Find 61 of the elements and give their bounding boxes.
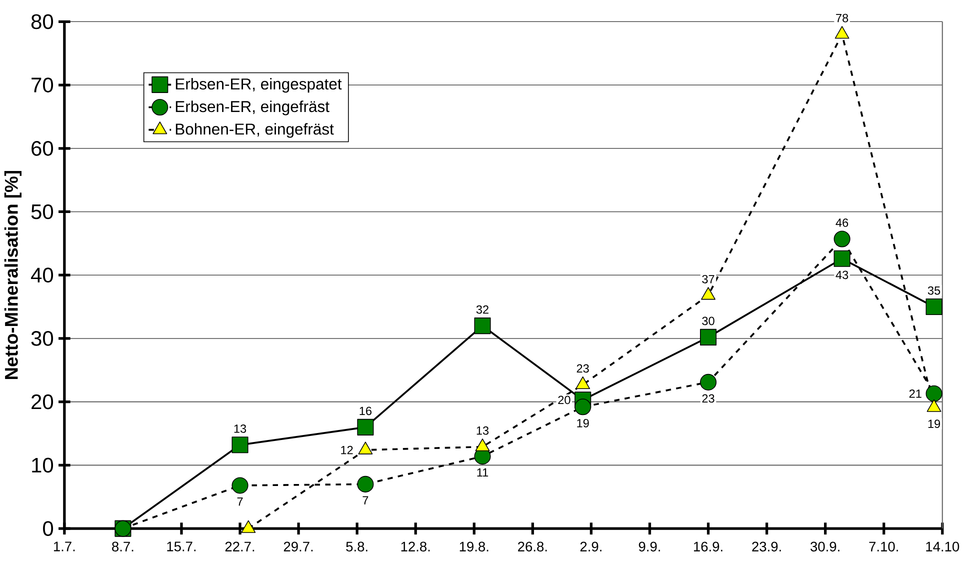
point	[926, 298, 942, 316]
data-label: 11	[477, 468, 488, 477]
data-label: 19	[577, 418, 589, 428]
point	[574, 398, 592, 416]
point	[834, 250, 850, 267]
legend-label: Bohnen-ER, eingefräst	[176, 123, 334, 138]
data-label: 21	[909, 389, 922, 398]
data-label: 37	[702, 274, 714, 284]
data-label: 30	[702, 316, 714, 326]
data-label: 13	[476, 426, 489, 435]
data-label: 7	[237, 498, 243, 506]
x-tick-label: 19.8.	[460, 542, 488, 552]
x-tick-label: 15.7.	[167, 542, 196, 552]
point	[926, 385, 942, 402]
y-tick-label: 50	[31, 204, 54, 220]
y-tick-label: 0	[43, 521, 54, 536]
x-tick-label: 1.7.	[54, 542, 75, 552]
y-tick-label: 30	[31, 331, 54, 346]
data-label: 7	[362, 496, 368, 504]
data-label: 43	[836, 270, 848, 280]
data-label: 16	[360, 406, 372, 416]
x-tick-label: 8.7.	[112, 542, 134, 552]
y-tick-label: 70	[32, 78, 54, 92]
y-tick-label: 10	[32, 458, 54, 473]
y-tick-label: 80	[31, 14, 54, 30]
x-tick-label: 23.9.	[752, 542, 781, 552]
x-tick-label: 12.8.	[401, 542, 430, 552]
data-label: 23	[702, 394, 714, 403]
x-tick-label: 14.10	[926, 542, 960, 552]
point	[232, 477, 248, 494]
y-tick-label: 60	[32, 140, 54, 156]
data-label: 13	[234, 424, 246, 433]
x-tick-label: 29.7.	[284, 542, 313, 552]
x-tick-label: 16.9.	[694, 542, 722, 552]
x-tick-label: 5.8.	[346, 542, 368, 552]
data-label: 35	[928, 286, 940, 295]
x-tick-label: 2.9.	[580, 542, 602, 552]
data-label: 32	[476, 305, 488, 314]
x-tick-label: 30.9.	[810, 542, 840, 552]
data-label: 23	[576, 364, 589, 373]
data-label: 12	[341, 446, 353, 454]
x-tick-label: 7.10.	[869, 542, 898, 552]
data-label: 78	[836, 14, 848, 22]
x-tick-label: 9.9.	[638, 542, 660, 552]
x-tick-label: 26.8.	[518, 542, 547, 552]
point	[357, 476, 374, 492]
legend-label: Erbsen-ER, eingefräst	[176, 100, 330, 116]
point	[700, 328, 717, 346]
point	[357, 418, 374, 436]
y-tick-label: 40	[30, 268, 54, 283]
point	[232, 436, 248, 454]
point	[834, 230, 850, 248]
data-label: 19	[928, 420, 940, 428]
y-tick-label: 20	[32, 394, 54, 410]
x-tick-label: 22.7.	[225, 542, 254, 552]
point	[474, 318, 491, 334]
data-label: 46	[836, 218, 848, 227]
point	[700, 374, 717, 390]
y-axis-title: Netto-Mineralisation [%]	[4, 171, 22, 380]
data-label: 20	[558, 396, 570, 404]
legend-label: Erbsen-ER, eingespatet	[176, 78, 342, 93]
